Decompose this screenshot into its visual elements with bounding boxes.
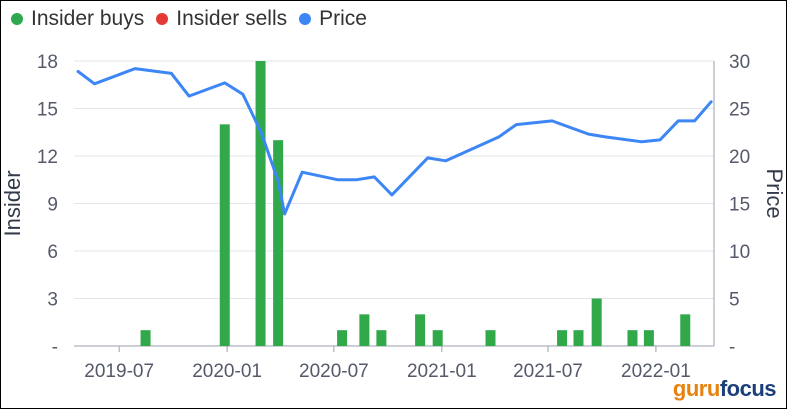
insider-buy-bar	[432, 330, 443, 346]
y-right-tick-label: 15	[729, 195, 750, 216]
insider-buy-bar	[643, 330, 654, 346]
legend-item-price[interactable]: Price	[299, 7, 367, 31]
insider-buy-bar	[415, 314, 426, 346]
y-left-tick-label: 12	[37, 147, 58, 168]
insider-buy-bar	[140, 330, 151, 346]
insider-sells-marker-icon	[156, 13, 169, 25]
y-right-tick-label: 25	[729, 100, 750, 121]
y-left-tick-label: 15	[37, 100, 58, 121]
y-right-tick-label: 20	[729, 147, 750, 168]
legend: Insider buys Insider sells Price	[11, 7, 367, 31]
axes	[74, 61, 715, 352]
insider-buy-bar	[376, 330, 387, 346]
insider-buy-bars	[140, 61, 691, 346]
logo-part-guru: guru	[672, 376, 720, 401]
y-left-tick-label: 18	[37, 52, 58, 73]
insider-buys-marker-icon	[11, 13, 23, 25]
legend-item-insider-buys[interactable]: Insider buys	[11, 7, 144, 31]
insider-buy-bar	[337, 330, 348, 346]
legend-label-insider-buys: Insider buys	[31, 7, 145, 30]
insider-buy-bar	[219, 124, 230, 346]
gurufocus-logo: gurufocus	[672, 376, 777, 402]
y-left-tick-label: 3	[47, 290, 58, 311]
insider-buy-bar	[255, 61, 266, 346]
x-tick-label: 2020-01	[192, 361, 262, 382]
insider-buy-bar	[359, 314, 370, 346]
insider-buy-bar	[485, 330, 496, 346]
y-right-tick-label: 30	[729, 52, 750, 73]
x-tick-label: 2020-07	[299, 361, 369, 382]
price-marker-icon	[299, 13, 312, 25]
y-axis-left-title: Insider	[1, 170, 25, 236]
logo-part-focus: focus	[719, 376, 777, 401]
y-right-tick-label: 5	[729, 290, 740, 311]
x-tick-label: 2021-01	[407, 361, 477, 382]
legend-label-price: Price	[319, 7, 367, 30]
insider-buy-bar	[557, 330, 568, 346]
insider-buy-bar	[627, 330, 638, 346]
y-right-tick-label: -	[729, 337, 735, 358]
tick-labels: - 3 6 9 12 15 18 - 5 10 15 20 25 30 2019-07 2020-01 2020…	[37, 52, 750, 382]
y-right-tick-label: 10	[729, 242, 750, 263]
y-left-tick-label: 6	[47, 242, 58, 263]
legend-label-insider-sells: Insider sells	[176, 7, 288, 30]
insider-buy-bar	[273, 140, 284, 346]
x-tick-label: 2019-07	[84, 361, 154, 382]
insider-buy-bar	[591, 298, 602, 346]
price-line	[76, 67, 713, 216]
y-left-tick-label: -	[52, 337, 58, 358]
price-line-group	[76, 67, 713, 216]
y-axis-right-title: Price	[762, 168, 786, 218]
gridlines	[74, 60, 714, 299]
insider-buy-bar	[573, 330, 584, 346]
x-tick-label: 2021-07	[513, 361, 583, 382]
x-tick-label: 2022-01	[621, 361, 691, 382]
insider-buy-bar	[680, 314, 691, 346]
y-left-tick-label: 9	[47, 195, 58, 216]
legend-item-insider-sells[interactable]: Insider sells	[156, 7, 287, 31]
